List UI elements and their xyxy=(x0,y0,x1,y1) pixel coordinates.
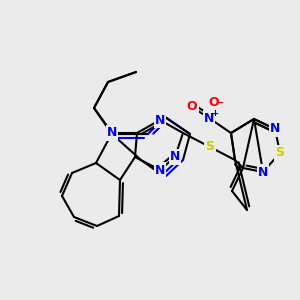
Text: S: S xyxy=(275,146,284,160)
Text: N: N xyxy=(270,122,280,136)
Text: +: + xyxy=(212,109,218,118)
Text: N: N xyxy=(107,127,117,140)
Text: O: O xyxy=(187,100,197,113)
Text: N: N xyxy=(170,151,180,164)
Text: O: O xyxy=(209,97,219,110)
Text: −: − xyxy=(216,98,224,108)
Text: N: N xyxy=(204,112,214,124)
Text: S: S xyxy=(206,140,214,154)
Text: N: N xyxy=(155,164,165,176)
Text: N: N xyxy=(155,113,165,127)
Text: N: N xyxy=(258,166,268,178)
